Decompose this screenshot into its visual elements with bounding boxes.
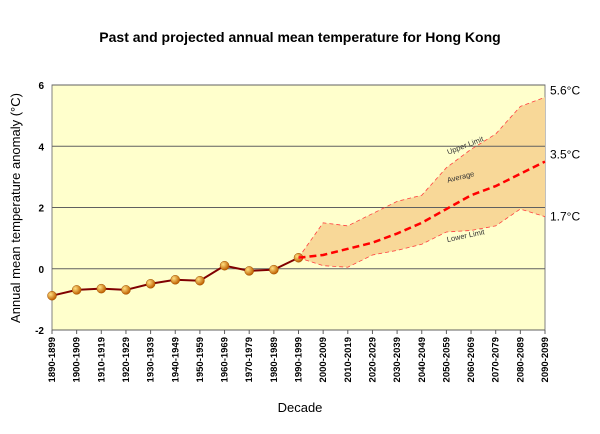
x-tick-label: 1950-1959 bbox=[195, 337, 206, 382]
x-tick-label: 2010-2019 bbox=[343, 337, 354, 382]
end-label: 5.6°C bbox=[550, 83, 580, 97]
x-tick-label: 1900-1909 bbox=[72, 337, 83, 382]
data-point bbox=[195, 275, 205, 286]
data-point bbox=[170, 275, 180, 285]
data-point bbox=[47, 290, 57, 301]
x-tick-label: 1980-1989 bbox=[269, 337, 280, 382]
x-tick-label: 2000-2009 bbox=[318, 337, 329, 382]
x-tick-label: 2020-2029 bbox=[367, 337, 378, 382]
x-tick-label: 2040-2049 bbox=[417, 337, 428, 382]
x-tick-label: 2090-2099 bbox=[540, 337, 551, 382]
x-tick-label: 1970-1979 bbox=[244, 337, 255, 382]
average-line bbox=[298, 160, 546, 259]
chart-title: Past and projected annual mean temperatu… bbox=[99, 29, 500, 45]
x-axis-label: Decade bbox=[278, 400, 323, 415]
y-tick-label: 0 bbox=[38, 265, 44, 276]
x-tick-label: 1940-1949 bbox=[170, 337, 181, 382]
x-tick-label: 1960-1969 bbox=[220, 337, 231, 382]
limit-line bbox=[298, 208, 546, 268]
x-tick-label: 1990-1999 bbox=[294, 337, 305, 382]
y-tick-label: -2 bbox=[35, 326, 44, 337]
y-tick-label: 4 bbox=[38, 142, 44, 153]
projection-band bbox=[298, 97, 545, 268]
y-tick-label: 2 bbox=[38, 204, 44, 215]
end-label: 1.7°C bbox=[550, 210, 580, 224]
x-tick-label: 1930-1939 bbox=[146, 337, 157, 382]
data-point bbox=[71, 285, 82, 295]
x-tick-label: 2080-2089 bbox=[515, 337, 526, 382]
x-tick-label: 2070-2079 bbox=[491, 337, 502, 382]
end-label: 3.5°C bbox=[550, 148, 580, 162]
y-tick-label: 6 bbox=[38, 81, 44, 92]
limit-line bbox=[298, 96, 546, 258]
y-axis-label: Annual mean temperature anomaly (°C) bbox=[8, 93, 23, 323]
x-tick-label: 1890-1899 bbox=[47, 337, 58, 382]
x-tick-label: 2060-2069 bbox=[466, 337, 477, 382]
data-point bbox=[244, 266, 254, 276]
x-tick-label: 2030-2039 bbox=[392, 337, 403, 382]
data-point bbox=[145, 279, 156, 289]
x-tick-label: 1910-1919 bbox=[96, 337, 107, 382]
data-point bbox=[96, 283, 107, 294]
data-point bbox=[269, 264, 279, 275]
data-point bbox=[219, 260, 230, 271]
x-tick-label: 1920-1929 bbox=[121, 337, 132, 382]
x-tick-label: 2050-2059 bbox=[441, 337, 452, 382]
data-point bbox=[121, 285, 131, 295]
